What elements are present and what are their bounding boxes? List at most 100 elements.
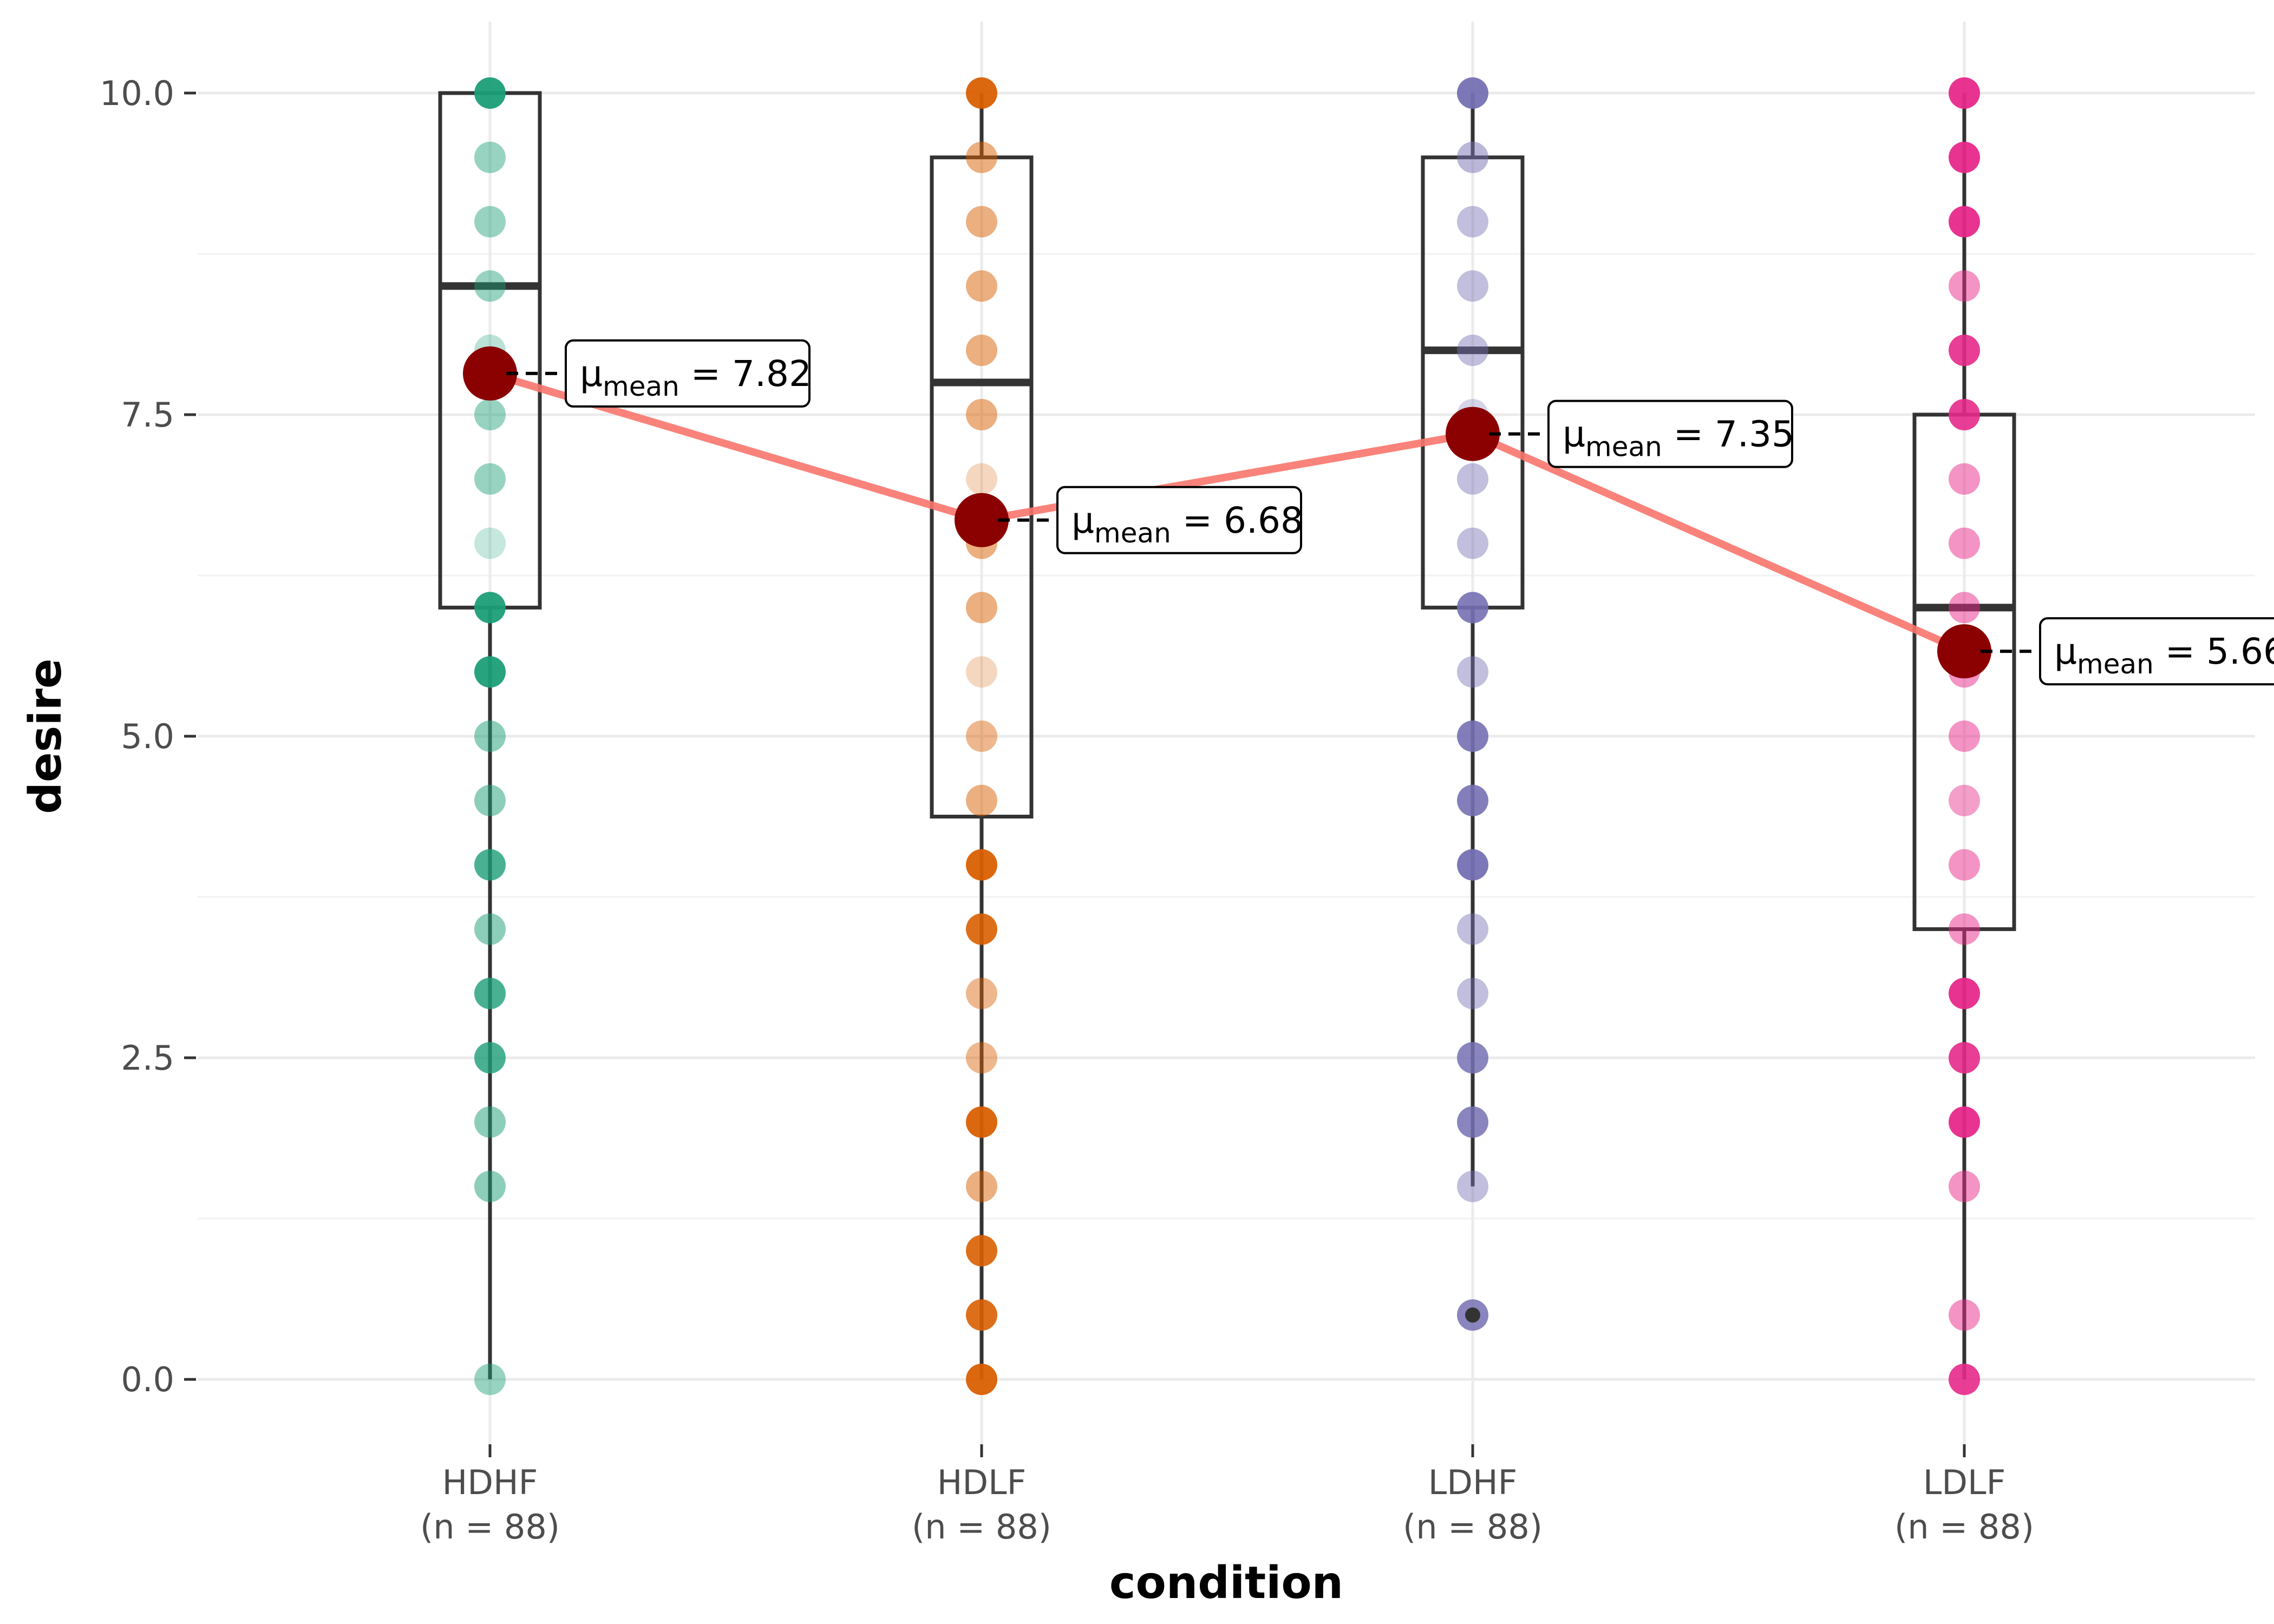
data-point <box>966 141 997 173</box>
data-points <box>474 77 1980 1396</box>
data-point <box>474 849 506 881</box>
mean-point <box>463 346 517 401</box>
data-point <box>966 1042 997 1074</box>
data-point <box>1949 527 1980 559</box>
data-point <box>1949 398 1980 430</box>
x-tick-n-label: (n = 88) <box>1894 1507 2034 1547</box>
data-point <box>966 463 997 495</box>
data-point <box>1457 141 1488 173</box>
data-point <box>1949 77 1980 109</box>
y-tick-label: 2.5 <box>121 1038 174 1078</box>
data-point <box>966 1170 997 1202</box>
data-point <box>1949 1364 1980 1396</box>
mean-point <box>1937 624 1991 679</box>
data-point <box>474 592 506 624</box>
data-point <box>474 721 506 752</box>
data-point <box>474 978 506 1010</box>
data-point <box>966 913 997 945</box>
grid <box>198 22 2255 1451</box>
data-point <box>474 784 506 816</box>
data-point <box>1457 206 1488 238</box>
data-point <box>1457 1170 1488 1202</box>
data-point <box>1949 721 1980 752</box>
data-point <box>1457 335 1488 366</box>
data-point <box>474 1042 506 1074</box>
data-point <box>966 1299 997 1331</box>
data-point <box>966 978 997 1010</box>
mean-label-text: μmean = 6.68 <box>1071 500 1303 549</box>
data-point <box>1949 978 1980 1010</box>
y-tick-label: 7.5 <box>121 395 174 435</box>
data-point <box>1949 141 1980 173</box>
data-point <box>1949 784 1980 816</box>
x-axis-title: condition <box>1109 1557 1343 1609</box>
data-point <box>1457 913 1488 945</box>
data-point <box>966 1235 997 1267</box>
data-point <box>1949 1170 1980 1202</box>
x-tick-label: HDLF <box>937 1463 1027 1502</box>
x-tick-n-label: (n = 88) <box>420 1507 560 1547</box>
data-point <box>474 913 506 945</box>
data-point <box>966 721 997 752</box>
mean-point <box>1446 407 1500 461</box>
data-point <box>1457 849 1488 881</box>
data-point <box>1949 1106 1980 1138</box>
data-point <box>1457 270 1488 302</box>
mean-label-box <box>2039 617 2274 686</box>
data-point <box>474 77 506 109</box>
data-point <box>966 335 997 366</box>
mean-label-text: μmean = 7.35 <box>1563 414 1794 463</box>
data-point <box>1457 656 1488 688</box>
data-point <box>474 398 506 430</box>
y-tick-label: 10.0 <box>100 74 174 113</box>
x-tick-label: LDLF <box>1923 1463 2006 1502</box>
data-point <box>966 398 997 430</box>
mean-point <box>955 493 1009 547</box>
data-point <box>474 206 506 238</box>
data-point <box>474 270 506 302</box>
x-tick-n-label: (n = 88) <box>912 1507 1051 1547</box>
data-point <box>1457 77 1488 109</box>
data-point <box>1949 913 1980 945</box>
y-tick-label: 0.0 <box>121 1360 174 1399</box>
data-point <box>966 784 997 816</box>
mean-markers <box>463 346 1991 679</box>
outlier-point <box>1465 1307 1480 1323</box>
data-point <box>1457 592 1488 624</box>
data-point <box>1457 721 1488 752</box>
mean-labels: μmean = 7.82 μmean = 6.68 μmean = 7.35 μmea… <box>506 339 2274 686</box>
data-point <box>1457 1042 1488 1074</box>
data-point <box>1457 784 1488 816</box>
data-point <box>1949 463 1980 495</box>
mean-trend-line <box>488 370 1966 655</box>
data-point <box>1949 1042 1980 1074</box>
data-point <box>1949 335 1980 366</box>
y-axis-title: desire <box>20 658 71 814</box>
mean-label-box <box>1056 486 1302 554</box>
data-point <box>474 656 506 688</box>
data-point <box>474 1170 506 1202</box>
data-point <box>474 141 506 173</box>
mean-label-box <box>565 339 811 408</box>
mean-label-box <box>1547 400 1793 468</box>
x-tick-label: HDHF <box>442 1463 538 1502</box>
data-point <box>966 656 997 688</box>
data-point <box>966 1364 997 1396</box>
y-axis: 0.0 2.5 5.0 7.5 10.0 <box>100 74 196 1399</box>
data-point <box>966 849 997 881</box>
data-point <box>1949 1299 1980 1331</box>
data-point <box>1949 592 1980 624</box>
data-point <box>474 463 506 495</box>
x-axis: HDHF (n = 88) HDLF (n = 88) LDHF (n = 88) LDLF… <box>420 1444 2034 1547</box>
data-point <box>1457 978 1488 1010</box>
data-point <box>966 206 997 238</box>
data-point <box>966 592 997 624</box>
data-point <box>1457 527 1488 559</box>
x-tick-label: LDHF <box>1428 1463 1518 1502</box>
x-tick-n-label: (n = 88) <box>1403 1507 1543 1547</box>
data-point <box>474 1364 506 1396</box>
data-point <box>966 77 997 109</box>
data-point <box>474 527 506 559</box>
data-point <box>474 1106 506 1138</box>
